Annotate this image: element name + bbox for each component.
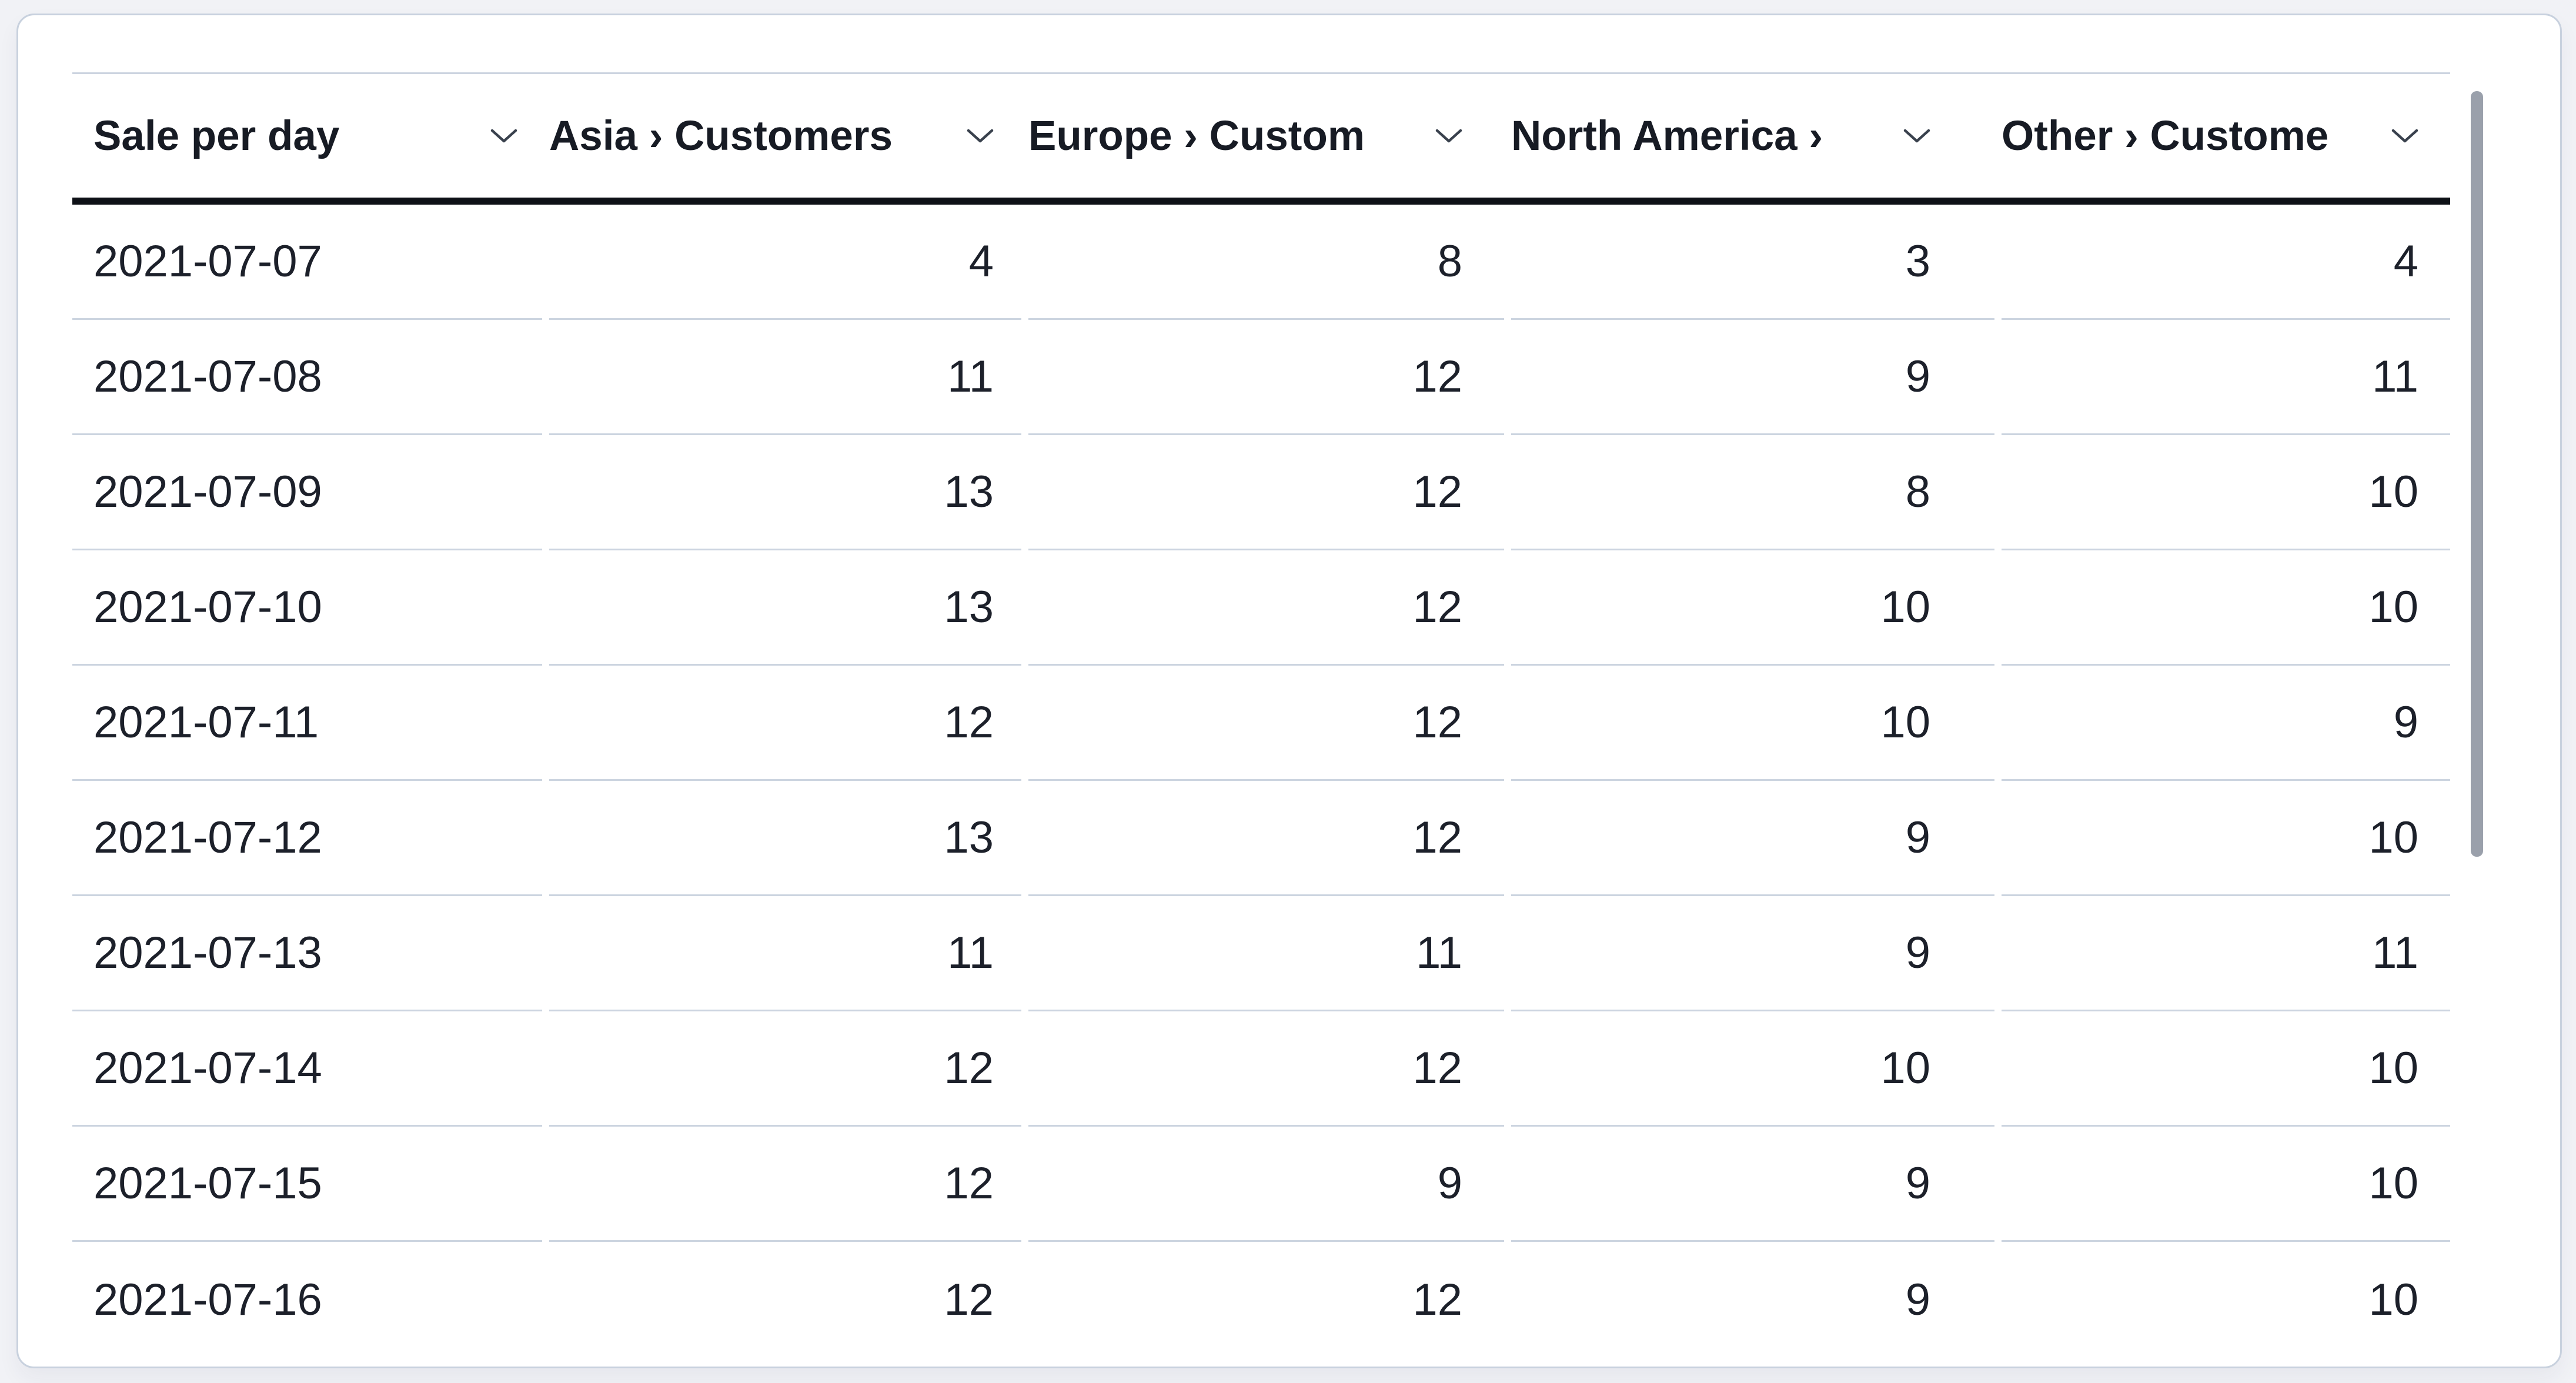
date-cell: 2021-07-14 xyxy=(72,1011,542,1127)
column-header-label: North America › xyxy=(1511,112,1823,159)
chevron-down-icon xyxy=(2391,128,2418,144)
value-cell: 11 xyxy=(549,896,1021,1011)
value-cell: 13 xyxy=(549,435,1021,550)
value-cell: 11 xyxy=(549,320,1021,435)
table-row: 2021-07-11 12 12 10 9 xyxy=(72,666,2450,781)
chevron-down-icon xyxy=(1903,128,1930,144)
value-cell: 10 xyxy=(2002,435,2450,550)
column-header-sale-per-day[interactable]: Sale per day xyxy=(72,74,542,198)
table-row: 2021-07-14 12 12 10 10 xyxy=(72,1011,2450,1127)
column-header-north-america-customers[interactable]: North America › xyxy=(1511,74,1994,198)
value-cell: 12 xyxy=(1028,550,1504,666)
value-cell: 9 xyxy=(1511,896,1994,1011)
value-cell: 9 xyxy=(1511,1127,1994,1242)
chevron-down-icon xyxy=(490,128,517,144)
table-card: Sale per day Asia › Customers Europe › C… xyxy=(16,14,2562,1368)
value-cell: 4 xyxy=(549,205,1021,320)
column-header-label: Other › Custome xyxy=(2002,112,2329,159)
value-cell: 11 xyxy=(1028,896,1504,1011)
value-cell: 11 xyxy=(2002,896,2450,1011)
value-cell: 12 xyxy=(1028,1011,1504,1127)
value-cell: 12 xyxy=(549,666,1021,781)
chevron-down-icon xyxy=(1435,128,1462,144)
value-cell: 12 xyxy=(549,1011,1021,1127)
date-cell: 2021-07-12 xyxy=(72,781,542,896)
value-cell: 9 xyxy=(1028,1127,1504,1242)
date-cell: 2021-07-10 xyxy=(72,550,542,666)
table-row: 2021-07-10 13 12 10 10 xyxy=(72,550,2450,666)
value-cell: 10 xyxy=(2002,781,2450,896)
sales-table: Sale per day Asia › Customers Europe › C… xyxy=(72,72,2450,1357)
value-cell: 13 xyxy=(549,781,1021,896)
column-header-label: Sale per day xyxy=(93,112,340,159)
value-cell: 3 xyxy=(1511,205,1994,320)
value-cell: 12 xyxy=(944,1274,994,1325)
value-cell: 10 xyxy=(2368,1274,2418,1325)
value-cell: 9 xyxy=(1511,781,1994,896)
column-header-label: Asia › Customers xyxy=(549,112,893,159)
column-header-europe-customers[interactable]: Europe › Custom xyxy=(1028,74,1504,198)
value-cell: 12 xyxy=(549,1127,1021,1242)
value-cell: 10 xyxy=(2002,1011,2450,1127)
value-cell: 9 xyxy=(2002,666,2450,781)
value-cell: 10 xyxy=(1511,1011,1994,1127)
value-cell: 10 xyxy=(2002,550,2450,666)
value-cell: 8 xyxy=(1511,435,1994,550)
date-cell: 2021-07-16 xyxy=(93,1274,322,1325)
column-header-other-customers[interactable]: Other › Custome xyxy=(2002,74,2450,198)
value-cell: 12 xyxy=(1028,435,1504,550)
value-cell: 8 xyxy=(1028,205,1504,320)
table-row: 2021-07-12 13 12 9 10 xyxy=(72,781,2450,896)
column-header-asia-customers[interactable]: Asia › Customers xyxy=(549,74,1021,198)
chevron-down-icon xyxy=(967,128,994,144)
value-cell: 12 xyxy=(1412,1274,1462,1325)
date-cell: 2021-07-08 xyxy=(72,320,542,435)
value-cell: 9 xyxy=(1905,1274,1930,1325)
value-cell: 11 xyxy=(2002,320,2450,435)
value-cell: 12 xyxy=(1028,781,1504,896)
table-row: 2021-07-16 12 12 9 10 xyxy=(72,1242,2450,1357)
value-cell: 10 xyxy=(1511,666,1994,781)
date-cell: 2021-07-07 xyxy=(72,205,542,320)
column-header-label: Europe › Custom xyxy=(1028,112,1365,159)
date-cell: 2021-07-15 xyxy=(72,1127,542,1242)
table-row: 2021-07-07 4 8 3 4 xyxy=(72,205,2450,320)
value-cell: 13 xyxy=(549,550,1021,666)
value-cell: 4 xyxy=(2002,205,2450,320)
date-cell: 2021-07-09 xyxy=(72,435,542,550)
table-header-row: Sale per day Asia › Customers Europe › C… xyxy=(72,72,2450,205)
date-cell: 2021-07-13 xyxy=(72,896,542,1011)
value-cell: 12 xyxy=(1028,666,1504,781)
vertical-scrollbar-thumb[interactable] xyxy=(2471,91,2483,857)
value-cell: 12 xyxy=(1028,320,1504,435)
date-cell: 2021-07-11 xyxy=(72,666,542,781)
value-cell: 10 xyxy=(1511,550,1994,666)
table-row: 2021-07-13 11 11 9 11 xyxy=(72,896,2450,1011)
table-row: 2021-07-15 12 9 9 10 xyxy=(72,1127,2450,1242)
value-cell: 9 xyxy=(1511,320,1994,435)
table-row: 2021-07-08 11 12 9 11 xyxy=(72,320,2450,435)
value-cell: 10 xyxy=(2002,1127,2450,1242)
table-row: 2021-07-09 13 12 8 10 xyxy=(72,435,2450,550)
